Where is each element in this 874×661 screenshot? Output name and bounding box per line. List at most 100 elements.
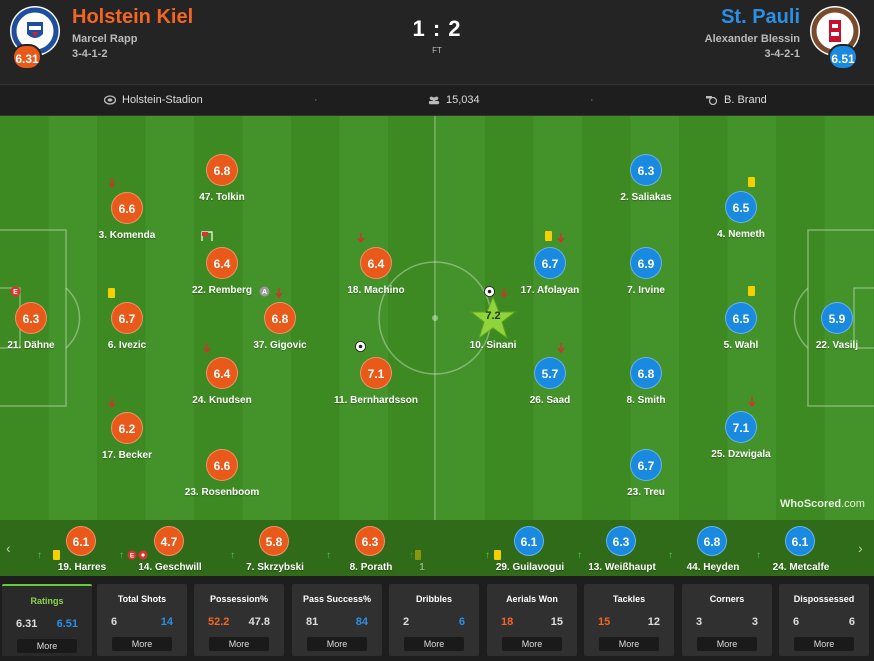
stat-title: Tackles xyxy=(612,594,646,604)
yellow-card-icon xyxy=(748,177,755,187)
player-away-gk[interactable]: 5.9 22. Vasilj xyxy=(792,302,874,362)
sub-on-arrow-icon: ↑ xyxy=(230,550,235,561)
more-button[interactable]: More xyxy=(307,637,367,651)
referee-info: B. Brand xyxy=(706,94,767,106)
stat-title: Aerials Won xyxy=(506,594,558,604)
stat-card-corners[interactable]: Corners 3 3 More xyxy=(682,584,772,656)
player-away-saliakas[interactable]: 6.3 2. Saliakas xyxy=(601,154,691,214)
error-badge-icon: E xyxy=(10,286,21,297)
sub-home-skrzybski[interactable]: ↑ 5.8 7. Skrzybski xyxy=(230,524,320,576)
sub-away-guilavogui[interactable]: ↑ 6.1 29. Guilavogui xyxy=(485,524,575,576)
home-team-name[interactable]: Holstein Kiel xyxy=(72,6,194,28)
home-manager: Marcel Rapp xyxy=(72,33,138,45)
player-home-remberg[interactable]: 6.4 22. Remberg xyxy=(177,231,267,307)
more-button[interactable]: More xyxy=(209,637,269,651)
pitch: 6.3 21. Dähne E 6.6 3. Komenda 6.7 6. Iv… xyxy=(0,116,874,520)
separator-dot: · xyxy=(314,94,318,106)
stat-card-dispossessed[interactable]: Dispossessed 6 6 More xyxy=(779,584,869,656)
player-home-gigovic[interactable]: 6.8 37. Gigovic A xyxy=(235,286,325,362)
player-name: 11. Bernhardsson xyxy=(334,395,418,406)
stat-card-possession[interactable]: Possession% 52.2 47.8 More xyxy=(194,584,284,656)
attendance-value: 15,034 xyxy=(446,94,480,106)
player-home-tolkin[interactable]: 6.8 47. Tolkin xyxy=(177,154,267,214)
sub-home-harres[interactable]: ↑ 6.1 19. Harres xyxy=(37,524,127,576)
player-rating: 6.8 xyxy=(630,357,662,389)
player-away-saad[interactable]: 5.7 26. Saad xyxy=(505,343,595,417)
sub-away-heyden[interactable]: ↑ 6.8 44. Heyden xyxy=(668,524,758,576)
error-badge-icon: E xyxy=(127,550,137,560)
player-rating: 7.1 xyxy=(360,357,392,389)
player-name: 10. Sinani xyxy=(469,340,517,351)
player-home-gk[interactable]: 6.3 21. Dähne E xyxy=(0,286,76,362)
sub-home-faded[interactable]: ↑ 1 xyxy=(377,524,427,576)
player-rating: 7.2 xyxy=(485,310,501,322)
player-rating: 6.6 xyxy=(111,192,143,224)
sub-off-arrow-icon xyxy=(275,288,283,298)
yellow-card-icon xyxy=(748,286,755,296)
player-name: 4. Nemeth xyxy=(717,229,765,240)
stat-card-aerials-won[interactable]: Aerials Won 18 15 More xyxy=(487,584,577,656)
sub-away-weisshaupt[interactable]: ↑ 6.3 13. Weißhaupt xyxy=(577,524,667,576)
pitch-markings xyxy=(0,116,874,520)
stat-card-total-shots[interactable]: Total Shots 6 14 More xyxy=(97,584,187,656)
stat-home: 52.2 xyxy=(208,616,230,628)
stat-title: Corners xyxy=(709,594,745,604)
more-button[interactable]: More xyxy=(794,637,854,651)
stat-title: Ratings xyxy=(30,596,64,606)
player-rating: 6.8 xyxy=(264,302,296,334)
more-button[interactable]: More xyxy=(697,637,757,651)
sub-name: 19. Harres xyxy=(57,562,107,573)
player-away-afolayan[interactable]: 6.7 17. Afolayan xyxy=(505,231,595,307)
match-status: FT xyxy=(432,46,442,55)
more-button[interactable]: More xyxy=(404,637,464,651)
player-name: 26. Saad xyxy=(529,395,571,406)
stat-home: 18 xyxy=(501,616,514,628)
player-home-knudsen[interactable]: 6.4 24. Knudsen xyxy=(177,343,267,417)
player-home-becker[interactable]: 6.2 17. Becker xyxy=(82,398,172,472)
stat-card-ratings[interactable]: Ratings 6.31 6.51 More xyxy=(2,584,92,656)
player-home-rosenboom[interactable]: 6.6 23. Rosenboom xyxy=(177,449,267,509)
player-away-nemeth[interactable]: 6.5 4. Nemeth xyxy=(696,177,786,251)
player-away-wahl[interactable]: 6.5 5. Wahl xyxy=(696,286,786,362)
sub-home-porath[interactable]: ↑ 6.3 8. Porath xyxy=(326,524,416,576)
player-home-komenda[interactable]: 6.6 3. Komenda xyxy=(82,178,172,252)
sub-home-geschwill[interactable]: ↑ E 4.7 14. Geschwill xyxy=(119,524,215,576)
stat-card-pass-success[interactable]: Pass Success% 81 84 More xyxy=(292,584,382,656)
stat-away: 12 xyxy=(647,616,660,628)
match-header: 6.31 Holstein Kiel Marcel Rapp 3-4-1-2 1… xyxy=(0,0,874,84)
sub-away-metcalfe[interactable]: ↑ 6.1 24. Metcalfe xyxy=(756,524,846,576)
sub-off-arrow-icon xyxy=(108,398,116,408)
subs-prev-arrow-icon[interactable]: ‹ xyxy=(6,540,11,556)
player-rating: 6.7 xyxy=(111,302,143,334)
player-name: 23. Rosenboom xyxy=(184,487,260,498)
player-away-irvine[interactable]: 6.9 7. Irvine xyxy=(601,247,691,307)
more-button[interactable]: More xyxy=(17,639,77,653)
more-button[interactable]: More xyxy=(112,637,172,651)
player-rating: 5.7 xyxy=(534,357,566,389)
sub-name: 14. Geschwill xyxy=(138,562,202,573)
sub-name: 8. Porath xyxy=(349,562,393,573)
away-team-name[interactable]: St. Pauli xyxy=(721,6,800,28)
more-button[interactable]: More xyxy=(599,637,659,651)
sub-rating: 4.7 xyxy=(154,526,184,556)
player-home-bernhardsson[interactable]: 7.1 11. Bernhardsson xyxy=(331,341,421,417)
player-home-ivezic[interactable]: 6.7 6. Ivezic xyxy=(82,288,172,362)
player-away-sinani[interactable]: 7.2 10. Sinani xyxy=(448,286,538,362)
player-away-treu[interactable]: 6.7 23. Treu xyxy=(601,449,691,509)
whistle-icon xyxy=(706,96,718,105)
player-home-machino[interactable]: 6.4 18. Machino xyxy=(331,233,421,307)
player-away-smith[interactable]: 6.8 8. Smith xyxy=(601,357,691,417)
more-button[interactable]: More xyxy=(502,637,562,651)
stadium-info: Holstein-Stadion xyxy=(104,94,203,106)
sub-off-arrow-icon xyxy=(557,233,565,243)
stat-home: 2 xyxy=(403,616,410,628)
stat-card-tackles[interactable]: Tackles 15 12 More xyxy=(584,584,674,656)
sub-on-arrow-icon: ↑ xyxy=(756,550,761,561)
holstein-kiel-crest-icon[interactable] xyxy=(10,6,60,56)
stat-card-dribbles[interactable]: Dribbles 2 6 More xyxy=(389,584,479,656)
player-name: 24. Knudsen xyxy=(192,395,252,406)
subs-next-arrow-icon[interactable]: › xyxy=(858,540,863,556)
sub-name: 29. Guilavogui xyxy=(495,562,565,573)
sub-on-arrow-icon: ↑ xyxy=(668,550,673,561)
player-away-dzwigala[interactable]: 7.1 25. Dzwigala xyxy=(696,397,786,471)
